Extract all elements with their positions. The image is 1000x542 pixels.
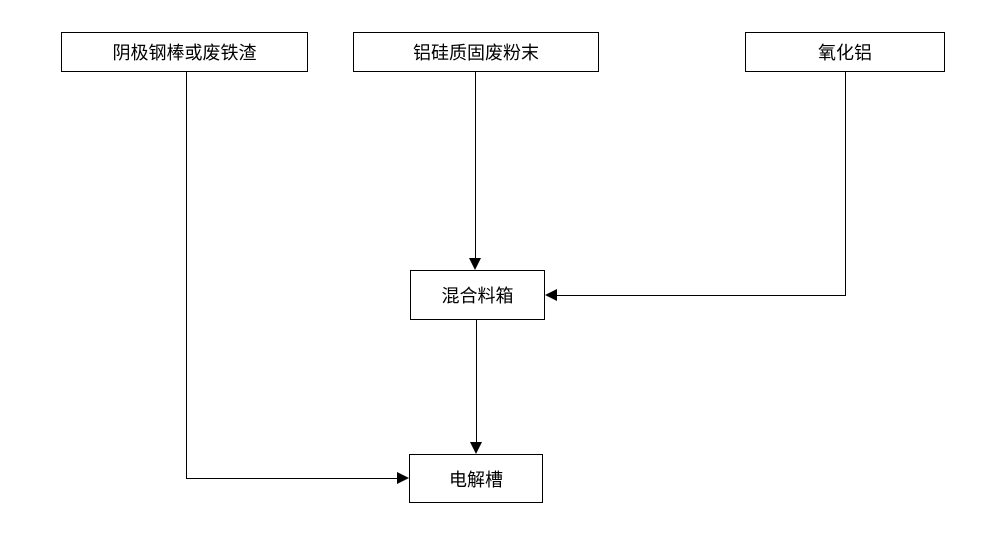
node-input2-label: 铝硅质固废粉末 <box>413 39 539 65</box>
node-mixer-label: 混合料箱 <box>442 282 514 308</box>
edge-input3-mixer-v <box>845 72 846 296</box>
node-cell-label: 电解槽 <box>449 466 503 492</box>
edge-input1-cell-v <box>186 72 187 479</box>
node-cell: 电解槽 <box>409 454 543 503</box>
node-input1-label: 阴极钢棒或废铁渣 <box>113 39 257 65</box>
node-input1: 阴极钢棒或废铁渣 <box>61 32 308 72</box>
node-mixer: 混合料箱 <box>410 270 545 320</box>
edge-input1-cell-arrow <box>397 472 409 484</box>
node-input3: 氧化铝 <box>745 32 945 72</box>
edge-input3-mixer-h <box>557 295 846 296</box>
edge-mixer-cell-arrow <box>470 442 482 454</box>
edge-mixer-cell-line <box>476 320 477 442</box>
node-input3-label: 氧化铝 <box>818 39 872 65</box>
edge-input2-mixer-arrow <box>469 258 481 270</box>
edge-input3-mixer-arrow <box>545 289 557 301</box>
node-input2: 铝硅质固废粉末 <box>353 32 599 72</box>
edge-input1-cell-h <box>186 478 397 479</box>
edge-input2-mixer-line <box>475 72 476 258</box>
